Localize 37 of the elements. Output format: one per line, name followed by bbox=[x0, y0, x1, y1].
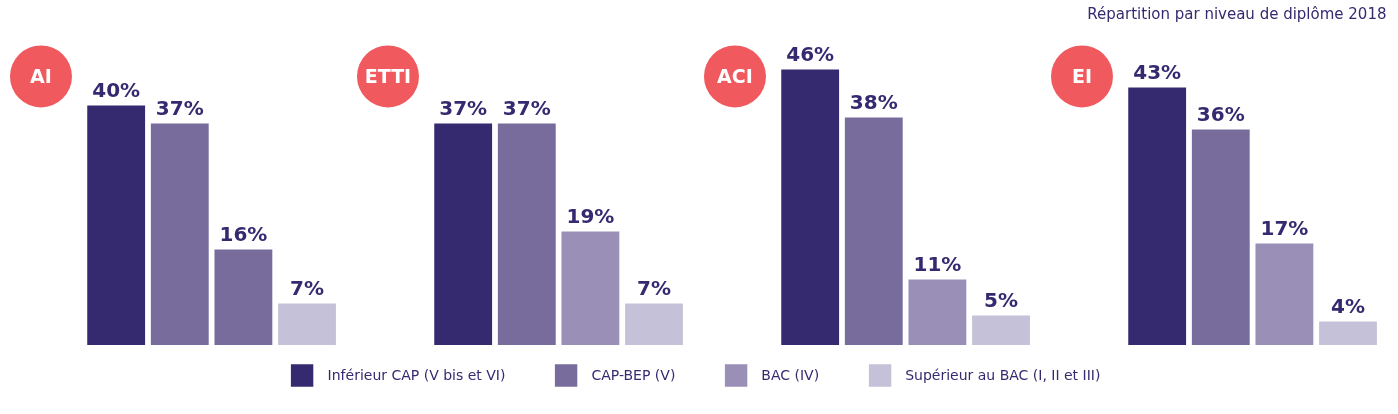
chart-subtitle: Répartition par niveau de diplôme 2018 bbox=[1087, 4, 1387, 23]
data-label: 4% bbox=[1331, 293, 1366, 318]
bar bbox=[908, 279, 967, 345]
data-label: 7% bbox=[290, 275, 325, 300]
data-label: 38% bbox=[849, 89, 898, 114]
bar bbox=[87, 105, 146, 345]
bar bbox=[844, 117, 903, 345]
data-label: 37% bbox=[502, 95, 551, 120]
data-label: 17% bbox=[1260, 215, 1309, 240]
bar bbox=[1191, 129, 1250, 345]
data-label: 43% bbox=[1133, 59, 1182, 84]
data-label: 37% bbox=[155, 95, 204, 120]
legend-label: BAC (IV) bbox=[761, 367, 820, 383]
chart-title: ACI bbox=[717, 65, 753, 88]
bar bbox=[278, 303, 336, 345]
data-label: 7% bbox=[637, 275, 672, 300]
data-label: 11% bbox=[913, 251, 962, 276]
data-label: 36% bbox=[1196, 101, 1245, 126]
data-label: 40% bbox=[92, 77, 141, 102]
data-label: 37% bbox=[439, 95, 488, 120]
chart-title: AI bbox=[30, 65, 52, 88]
data-label: 46% bbox=[786, 41, 835, 66]
bar bbox=[972, 315, 1030, 345]
legend-label: Supérieur au BAC (I, II et III) bbox=[905, 367, 1101, 383]
bar bbox=[214, 249, 273, 345]
bar bbox=[1255, 243, 1314, 345]
legend-label: Inférieur CAP (V bis et VI) bbox=[327, 367, 506, 383]
bar bbox=[150, 123, 209, 345]
bar bbox=[781, 69, 840, 345]
bar bbox=[1319, 321, 1377, 345]
chart-title: ETTI bbox=[364, 65, 412, 88]
data-label: 16% bbox=[219, 221, 268, 246]
data-label: 19% bbox=[566, 203, 615, 228]
legend-label: CAP-BEP (V) bbox=[591, 367, 676, 383]
bar bbox=[1128, 87, 1187, 345]
chart-title: EI bbox=[1071, 65, 1093, 88]
data-label: 5% bbox=[984, 287, 1019, 312]
